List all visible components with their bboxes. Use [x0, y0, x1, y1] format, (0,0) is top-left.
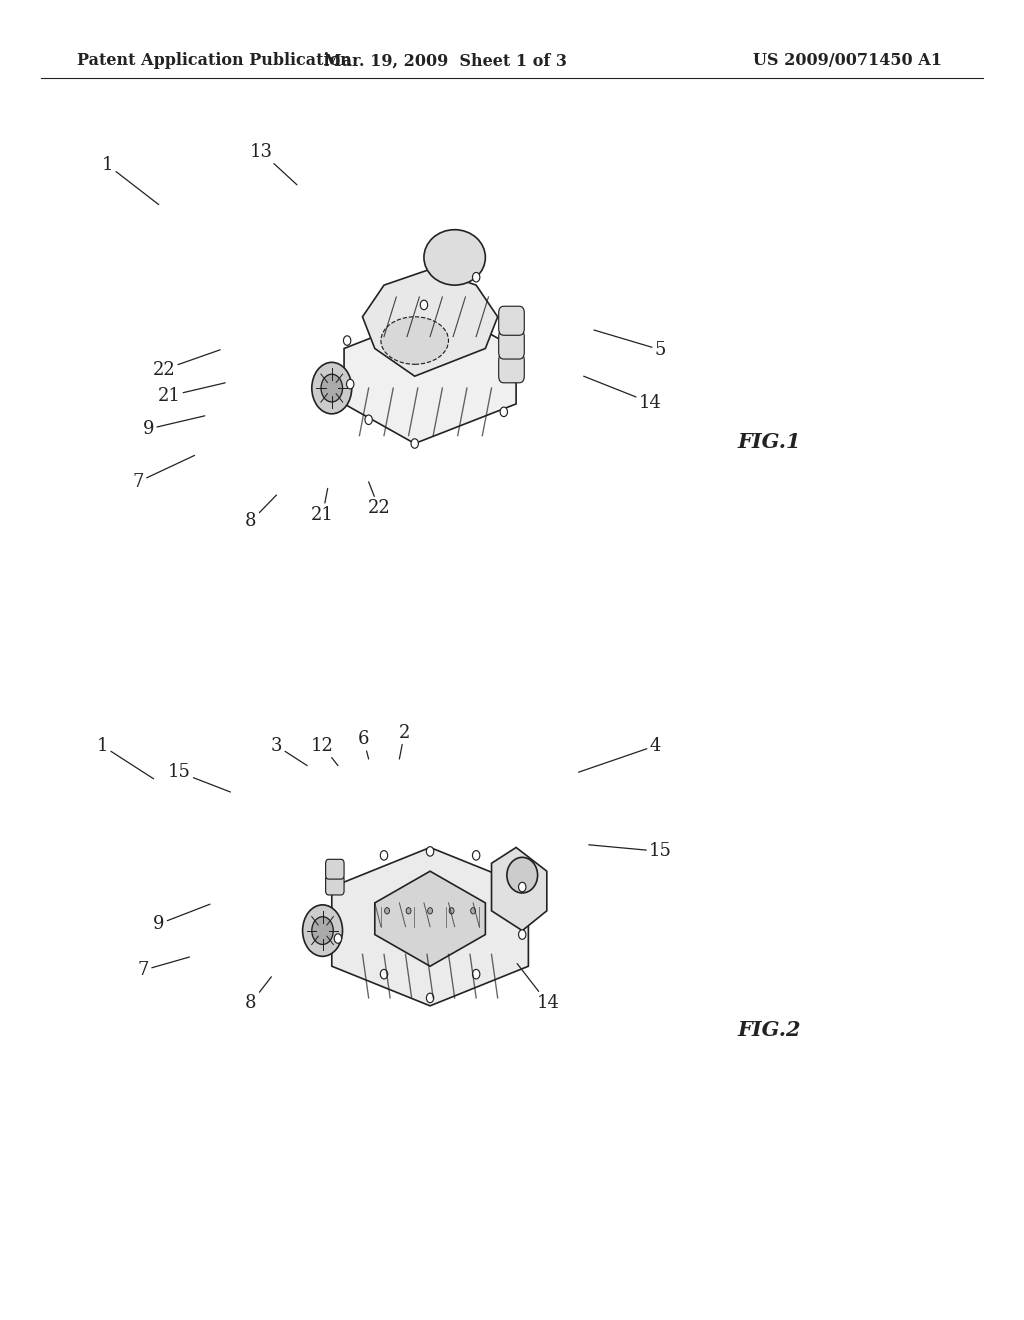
- Polygon shape: [344, 309, 516, 444]
- Polygon shape: [332, 847, 528, 1006]
- Circle shape: [420, 300, 428, 310]
- Text: 21: 21: [158, 383, 225, 405]
- Circle shape: [334, 878, 342, 888]
- Circle shape: [472, 272, 480, 282]
- Circle shape: [426, 846, 434, 857]
- Ellipse shape: [424, 230, 485, 285]
- Text: 3: 3: [270, 737, 307, 766]
- Text: 22: 22: [153, 350, 220, 379]
- Circle shape: [471, 908, 475, 913]
- Text: 15: 15: [168, 763, 230, 792]
- FancyBboxPatch shape: [326, 875, 344, 895]
- Circle shape: [311, 363, 352, 414]
- FancyBboxPatch shape: [499, 330, 524, 359]
- Circle shape: [472, 969, 480, 979]
- Circle shape: [500, 407, 508, 417]
- Text: 12: 12: [311, 737, 338, 766]
- Circle shape: [500, 327, 508, 338]
- Text: 22: 22: [368, 482, 390, 517]
- Circle shape: [503, 371, 511, 381]
- Text: 1: 1: [101, 156, 159, 205]
- Polygon shape: [362, 269, 498, 376]
- Circle shape: [428, 908, 432, 913]
- Circle shape: [343, 335, 351, 346]
- FancyBboxPatch shape: [499, 354, 524, 383]
- Circle shape: [321, 375, 342, 401]
- Circle shape: [472, 850, 480, 861]
- Text: FIG.2: FIG.2: [737, 1019, 801, 1040]
- Circle shape: [518, 929, 526, 940]
- Text: Patent Application Publication: Patent Application Publication: [77, 53, 351, 69]
- Circle shape: [380, 969, 388, 979]
- Ellipse shape: [381, 317, 449, 364]
- Circle shape: [411, 438, 419, 449]
- Text: 1: 1: [96, 737, 154, 779]
- Text: Mar. 19, 2009  Sheet 1 of 3: Mar. 19, 2009 Sheet 1 of 3: [324, 53, 567, 69]
- Text: 7: 7: [132, 455, 195, 491]
- Text: 14: 14: [517, 964, 559, 1012]
- Text: 6: 6: [357, 730, 370, 759]
- Circle shape: [346, 379, 354, 389]
- Circle shape: [380, 850, 388, 861]
- Text: 15: 15: [589, 842, 672, 861]
- Text: 2: 2: [398, 723, 411, 759]
- Ellipse shape: [507, 858, 538, 892]
- Circle shape: [450, 908, 454, 913]
- Text: 14: 14: [584, 376, 662, 412]
- Circle shape: [518, 882, 526, 892]
- Text: 7: 7: [137, 957, 189, 979]
- Circle shape: [311, 916, 334, 945]
- Text: 9: 9: [142, 416, 205, 438]
- Circle shape: [426, 993, 434, 1003]
- Text: 13: 13: [250, 143, 297, 185]
- Text: FIG.1: FIG.1: [737, 432, 801, 453]
- Circle shape: [385, 908, 389, 913]
- Text: 21: 21: [311, 488, 334, 524]
- Text: 8: 8: [245, 977, 271, 1012]
- Circle shape: [365, 414, 373, 425]
- Circle shape: [334, 933, 342, 944]
- Circle shape: [407, 908, 411, 913]
- FancyBboxPatch shape: [326, 859, 344, 879]
- Polygon shape: [375, 871, 485, 966]
- Polygon shape: [492, 847, 547, 931]
- Text: 5: 5: [594, 330, 667, 359]
- Text: 8: 8: [245, 495, 276, 531]
- Text: US 2009/0071450 A1: US 2009/0071450 A1: [753, 53, 942, 69]
- Circle shape: [303, 906, 342, 956]
- Text: 4: 4: [579, 737, 662, 772]
- Text: 9: 9: [153, 904, 210, 933]
- FancyBboxPatch shape: [499, 306, 524, 335]
